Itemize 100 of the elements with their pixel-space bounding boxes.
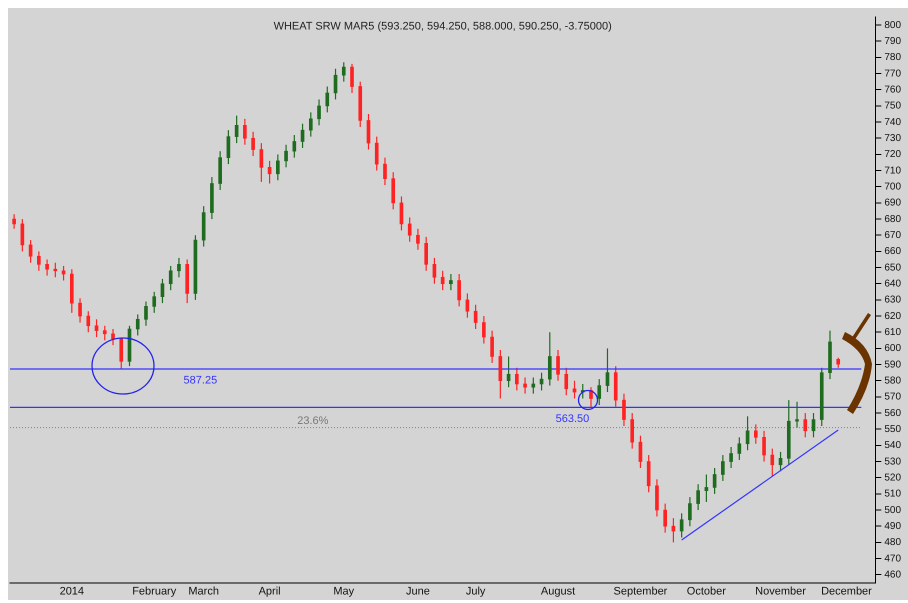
candlestick (506, 356, 510, 388)
x-tick-label: July (466, 585, 486, 598)
candlestick (268, 160, 272, 184)
candlestick (94, 318, 98, 338)
y-tick-label: 530 (884, 456, 902, 468)
candlestick (78, 298, 82, 324)
x-tick-label: April (258, 585, 281, 598)
candlestick (564, 367, 568, 396)
candlestick (400, 196, 404, 231)
candlestick (45, 258, 49, 276)
candlestick (770, 448, 774, 477)
annotation: 23.6% (297, 415, 329, 428)
candlestick (704, 474, 708, 503)
chart-title: WHEAT SRW MAR5 (593.250, 594.250, 588.000, 590.250, -3.75000) (274, 20, 612, 33)
candlestick (589, 386, 593, 408)
candlestick (548, 332, 552, 386)
candlestick (696, 484, 700, 511)
y-tick-label: 780 (884, 52, 902, 64)
candlestick (754, 424, 758, 444)
x-tick-label: 2014 (60, 585, 84, 598)
candlestick (795, 401, 799, 428)
candlestick (243, 118, 247, 146)
y-tick-label: 790 (884, 36, 902, 47)
candlestick (160, 278, 164, 304)
candlestick (234, 115, 238, 144)
candlestick (622, 393, 626, 427)
candlestick (514, 367, 519, 392)
y-tick-label: 750 (884, 100, 902, 112)
y-tick-label: 500 (884, 504, 902, 516)
candlestick (531, 376, 536, 394)
candlestick (111, 328, 115, 346)
candlestick (712, 467, 716, 494)
candlestick (226, 130, 230, 165)
x-tick-label: February (132, 585, 177, 598)
candlestick (308, 112, 313, 138)
y-tick-label: 520 (884, 472, 902, 484)
y-tick-label: 610 (884, 326, 902, 338)
y-tick-label: 470 (884, 553, 902, 564)
candlestick (168, 265, 173, 291)
candlestick (177, 257, 181, 278)
candlestick (466, 292, 470, 318)
candlestick (383, 157, 387, 186)
y-tick-label: 630 (884, 294, 902, 306)
candlestick (317, 98, 321, 126)
candlestick (62, 265, 66, 282)
y-tick-label: 680 (884, 214, 902, 225)
candlestick (449, 273, 453, 291)
candlestick (630, 412, 634, 450)
candlestick (432, 257, 436, 284)
candlestick (28, 239, 32, 264)
y-tick-label: 490 (884, 520, 902, 532)
candlestick (457, 273, 461, 307)
candlestick (738, 436, 742, 461)
candlestick (778, 451, 782, 472)
candlestick (729, 446, 733, 469)
candlestick (746, 416, 750, 451)
y-tick-label: 620 (884, 310, 902, 322)
candlestick (556, 349, 560, 382)
candlestick (300, 123, 304, 149)
y-tick-label: 510 (884, 488, 902, 500)
candlestick (688, 496, 692, 527)
x-tick-label: August (540, 585, 576, 598)
candlestick (523, 376, 527, 394)
x-tick-label: March (188, 585, 219, 598)
candlestick (408, 216, 412, 242)
candlestick (672, 518, 676, 543)
y-tick-label: 700 (884, 181, 902, 192)
candlestick (762, 430, 766, 462)
candlestick (325, 86, 330, 113)
candlestick (638, 435, 642, 469)
candlestick (482, 315, 486, 344)
candlestick (663, 502, 667, 534)
y-tick-label: 730 (884, 132, 902, 144)
y-tick-label: 720 (884, 149, 902, 160)
candlestick (144, 300, 148, 326)
y-tick-label: 640 (884, 278, 902, 290)
candlestick (342, 62, 346, 82)
candlestick (292, 134, 296, 158)
y-tick-label: 650 (884, 262, 902, 274)
candlestick (119, 338, 124, 370)
candlestick (20, 218, 24, 252)
candlestick (366, 113, 370, 150)
y-tick-label: 590 (884, 359, 902, 370)
candlestick (490, 330, 494, 364)
x-tick-label: November (755, 585, 806, 598)
candlestick (680, 512, 684, 538)
y-tick-label: 580 (884, 375, 902, 386)
candlestick (597, 378, 602, 406)
candlestick (721, 454, 725, 482)
y-tick-label: 800 (884, 20, 902, 31)
candlestick (260, 142, 264, 182)
candlestick (812, 412, 816, 438)
candlestick (334, 68, 338, 100)
y-tick-label: 690 (884, 198, 902, 209)
y-tick-label: 600 (884, 343, 902, 354)
candlestick (424, 236, 428, 272)
candlestick (474, 304, 478, 330)
candlestick (284, 144, 288, 168)
candlestick (540, 372, 544, 392)
candlestick (440, 270, 444, 291)
